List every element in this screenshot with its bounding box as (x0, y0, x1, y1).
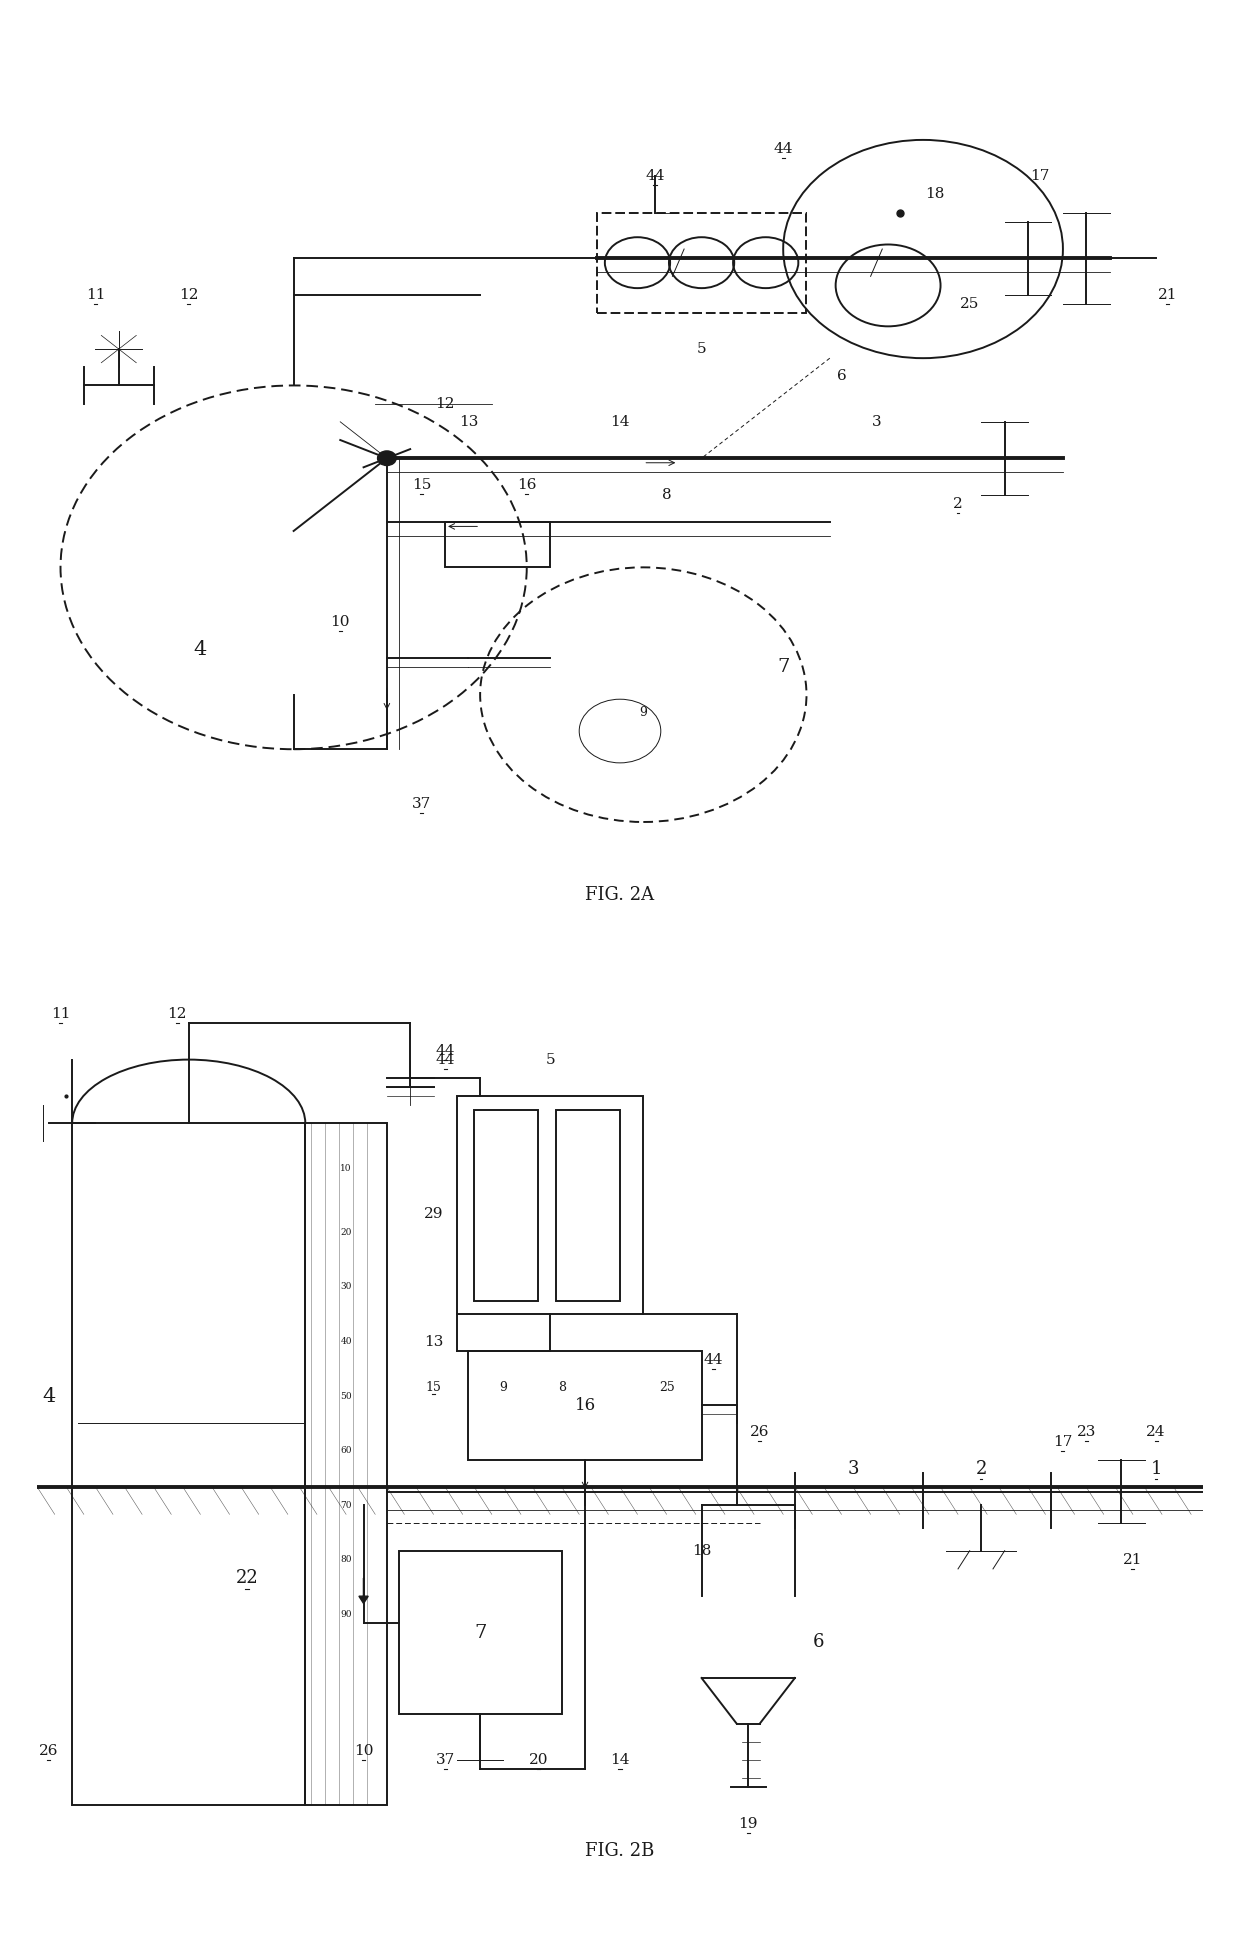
Bar (556, 1109, 620, 1300)
Text: 4: 4 (42, 1387, 56, 1405)
Text: 44: 44 (703, 1353, 723, 1366)
Text: 9: 9 (500, 1380, 507, 1393)
Text: 11: 11 (86, 288, 105, 302)
Text: 7: 7 (777, 658, 790, 677)
Text: 25: 25 (658, 1380, 675, 1393)
Text: 16: 16 (574, 1397, 595, 1414)
Text: 10: 10 (353, 1743, 373, 1757)
Text: 18: 18 (925, 188, 945, 201)
Text: 12: 12 (167, 1006, 187, 1022)
Text: 44: 44 (435, 1043, 455, 1058)
Text: 17: 17 (1030, 168, 1049, 184)
Text: 13: 13 (424, 1335, 443, 1349)
Text: 5: 5 (697, 342, 707, 356)
Bar (445, 522, 551, 567)
Text: 12: 12 (179, 288, 198, 302)
Text: 10: 10 (331, 615, 350, 629)
Text: 21: 21 (1123, 1552, 1142, 1567)
Bar (398, 1550, 562, 1714)
Text: 50: 50 (340, 1391, 352, 1401)
Circle shape (377, 451, 397, 466)
Text: 44: 44 (645, 168, 665, 184)
Text: 9: 9 (640, 706, 647, 720)
Bar (469, 1351, 702, 1459)
Text: 14: 14 (610, 414, 630, 430)
Text: 10: 10 (340, 1165, 352, 1173)
Text: 2: 2 (976, 1459, 987, 1478)
Text: 14: 14 (610, 1753, 630, 1767)
Text: 5: 5 (546, 1053, 554, 1066)
Text: 15: 15 (412, 478, 432, 493)
Bar (596, 213, 806, 313)
Text: 29: 29 (424, 1207, 443, 1221)
Text: 37: 37 (435, 1753, 455, 1767)
Text: 6: 6 (812, 1633, 823, 1651)
Text: 37: 37 (412, 797, 432, 811)
Text: 7: 7 (474, 1623, 486, 1641)
Text: 1: 1 (1151, 1459, 1162, 1478)
Bar (305, 1122, 387, 1805)
Text: 16: 16 (517, 478, 537, 493)
Text: 60: 60 (340, 1445, 352, 1455)
Text: 44: 44 (435, 1053, 455, 1066)
Text: 20: 20 (528, 1753, 548, 1767)
Text: 15: 15 (425, 1380, 441, 1393)
Text: 12: 12 (435, 397, 455, 410)
Text: 26: 26 (750, 1426, 770, 1440)
Text: 2: 2 (954, 497, 963, 511)
Text: 18: 18 (692, 1544, 712, 1558)
Text: 22: 22 (236, 1569, 258, 1587)
Text: 25: 25 (960, 296, 980, 312)
Text: 21: 21 (1158, 288, 1178, 302)
Text: 11: 11 (51, 1006, 71, 1022)
Text: 4: 4 (193, 640, 207, 658)
Text: 3: 3 (847, 1459, 859, 1478)
Text: 70: 70 (340, 1502, 352, 1509)
Text: 6: 6 (837, 370, 847, 383)
Text: 3: 3 (872, 414, 882, 430)
Text: 8: 8 (662, 488, 671, 501)
Text: 30: 30 (341, 1283, 352, 1291)
Text: 24: 24 (1147, 1426, 1166, 1440)
Text: FIG. 2A: FIG. 2A (585, 886, 655, 904)
Text: 26: 26 (40, 1743, 58, 1757)
Text: 80: 80 (340, 1556, 352, 1563)
Text: 23: 23 (1076, 1426, 1096, 1440)
Text: 8: 8 (558, 1380, 565, 1393)
Text: 44: 44 (774, 141, 792, 157)
Bar (474, 1109, 538, 1300)
Text: 90: 90 (340, 1610, 352, 1620)
Text: 13: 13 (459, 414, 479, 430)
Text: FIG. 2B: FIG. 2B (585, 1842, 655, 1860)
Text: 20: 20 (341, 1229, 352, 1236)
Text: 40: 40 (340, 1337, 352, 1347)
Bar (72, 1122, 305, 1805)
Text: 19: 19 (739, 1817, 758, 1831)
FancyArrow shape (358, 1579, 368, 1604)
Text: 17: 17 (1053, 1434, 1073, 1449)
Bar (456, 1095, 644, 1314)
